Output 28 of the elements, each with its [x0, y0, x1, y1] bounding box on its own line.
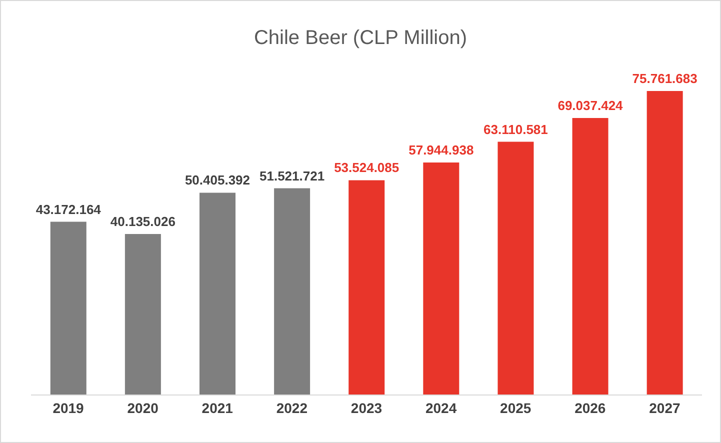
- data-label: 51.521.721: [260, 168, 325, 184]
- bar: [274, 188, 310, 395]
- bar: [348, 180, 385, 395]
- x-tick-label: 2020: [127, 400, 159, 416]
- x-tick-label: 2025: [500, 400, 532, 416]
- bar: [50, 222, 86, 395]
- bar: [124, 234, 161, 395]
- bar: [646, 91, 683, 395]
- x-tick-label: 2023: [350, 400, 382, 416]
- x-tick-label: 2021: [202, 400, 234, 416]
- data-label: 57.944.938: [408, 142, 474, 158]
- data-label: 40.135.026: [110, 214, 176, 229]
- data-label: 50.405.392: [184, 172, 250, 188]
- data-label: 53.524.085: [334, 160, 400, 176]
- data-label: 63.110.581: [484, 122, 548, 137]
- bar: [423, 162, 460, 395]
- data-label: 69.037.424: [558, 98, 624, 113]
- data-label: 75.761.683: [632, 71, 698, 86]
- bar: [498, 142, 534, 395]
- bar: [199, 192, 236, 395]
- x-tick-label: 2024: [425, 400, 457, 416]
- x-tick-label: 2027: [649, 400, 681, 416]
- bar: [572, 118, 608, 395]
- data-label: 43.172.164: [36, 202, 102, 217]
- x-tick-label: 2019: [52, 400, 84, 416]
- x-tick-label: 2022: [276, 400, 308, 416]
- x-tick-label: 2026: [574, 400, 606, 416]
- chart-title: Chile Beer (CLP Million): [252, 27, 468, 50]
